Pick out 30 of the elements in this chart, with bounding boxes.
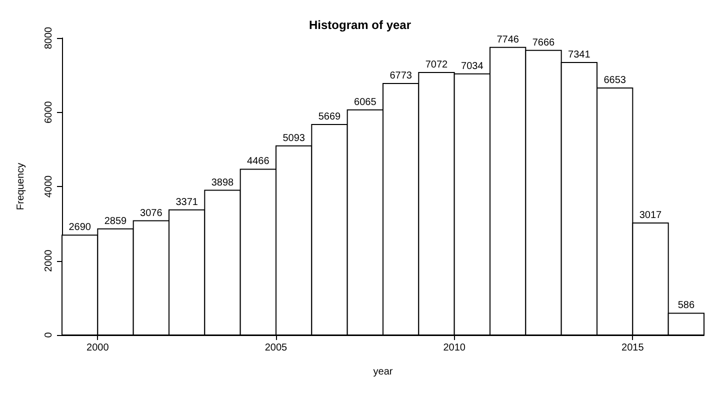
- x-axis-title: year: [373, 366, 394, 378]
- y-tick-label: 4000: [44, 174, 54, 198]
- y-axis-title: Frequency: [16, 162, 26, 210]
- y-tick-label: 2000: [44, 249, 54, 272]
- data-label: 7666: [532, 37, 556, 48]
- data-label: 2859: [104, 216, 128, 227]
- data-label: 5093: [282, 132, 306, 144]
- y-tick-label: 6000: [44, 100, 54, 124]
- data-label: 7746: [496, 34, 520, 46]
- data-label: 3076: [140, 208, 163, 219]
- data-label: 6065: [354, 96, 377, 108]
- x-tick-label: 2005: [264, 342, 288, 354]
- data-label: 3371: [176, 196, 198, 208]
- data-label: 3898: [211, 177, 234, 188]
- data-label: 7034: [461, 60, 484, 72]
- data-label: 5669: [318, 112, 342, 123]
- data-label: 586: [678, 300, 695, 312]
- data-label: 7072: [425, 59, 448, 70]
- data-label: 6653: [604, 75, 626, 86]
- data-label: 6773: [390, 70, 412, 82]
- y-tick-label: 8000: [44, 26, 54, 50]
- data-label: 7341: [568, 49, 591, 60]
- y-tick-label: 0: [44, 332, 54, 338]
- data-label: 3017: [639, 210, 662, 221]
- data-label: 4466: [247, 156, 270, 168]
- x-tick-label: 2015: [622, 342, 644, 354]
- x-tick-label: 2010: [443, 342, 466, 354]
- data-label: 2690: [68, 222, 92, 234]
- chart-title: Histogram of year: [308, 18, 412, 32]
- x-tick-label: 2000: [86, 342, 110, 354]
